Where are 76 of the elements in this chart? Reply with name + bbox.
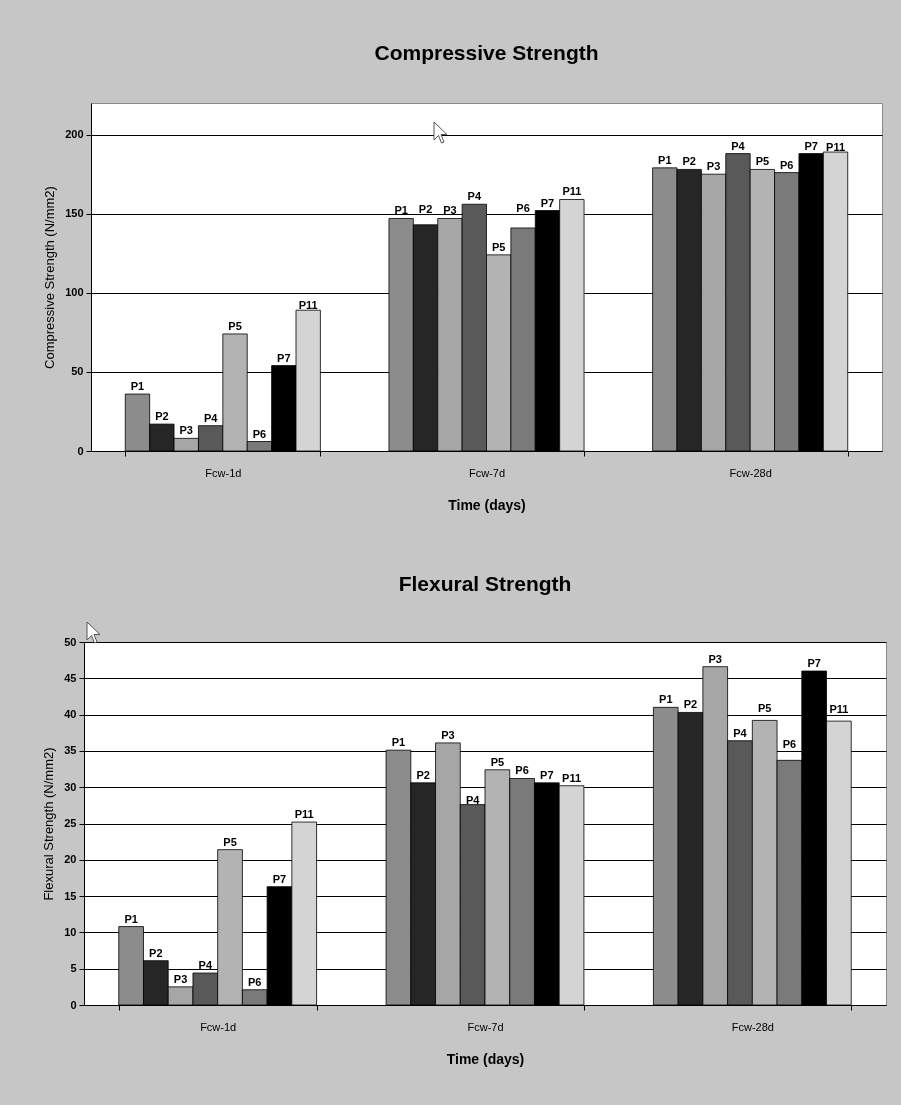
series-label: P4 [203, 411, 219, 424]
y-tick-label: 25 [64, 817, 77, 829]
y-tick-label: 0 [70, 998, 77, 1011]
y-tick-label: 35 [64, 744, 77, 757]
text: P6 [515, 764, 529, 777]
text: P4 [733, 726, 747, 739]
chart-title: Compressive Strength [374, 41, 599, 64]
x-tick-label: Fcw-28d [729, 466, 772, 479]
series-label: P5 [228, 319, 242, 332]
y-tick-label: 150 [65, 207, 84, 220]
y-tick-label: 45 [64, 671, 77, 684]
y-tick-label: 0 [77, 444, 84, 457]
y-tick-label: 15 [64, 889, 77, 902]
series-label: P1 [130, 380, 145, 393]
series-label: P3 [179, 424, 193, 437]
x-tick-label: Fcw-1d [200, 1020, 237, 1033]
text: P6 [516, 201, 530, 214]
y-tick-label: 5 [70, 962, 77, 975]
series-label: P6 [252, 427, 267, 440]
text: P5 [755, 155, 770, 168]
text: P1 [659, 693, 673, 706]
series-label: P7 [277, 351, 291, 364]
text: P3 [706, 160, 721, 173]
text: P11 [562, 185, 582, 198]
text: P1 [391, 736, 406, 749]
y-tick-label: 50 [64, 635, 77, 648]
text: P3 [441, 728, 455, 741]
text: P7 [807, 657, 821, 670]
text: P5 [757, 702, 772, 715]
series-label: P3 [173, 972, 188, 985]
y-axis-title: Compressive Strength (N/mm2) [42, 186, 58, 369]
text: P11 [562, 771, 582, 784]
series-label: P2 [155, 410, 169, 423]
text: P2 [682, 155, 696, 168]
series-label: P11 [298, 299, 318, 312]
y-axis-title: Flexural Strength (N/mm2) [41, 747, 57, 901]
text: P2 [683, 698, 698, 711]
text: P7 [540, 768, 554, 781]
text: P11 [829, 703, 849, 716]
series-label: P4 [465, 793, 481, 806]
y-tick-label: 200 [65, 128, 84, 141]
series-label: P11 [294, 808, 314, 821]
text: P2 [418, 202, 433, 215]
text: P5 [490, 755, 505, 768]
text: P3 [443, 204, 457, 217]
text: P1 [394, 204, 408, 217]
y-tick-label: 30 [64, 780, 77, 793]
text: P11 [826, 141, 846, 154]
text: P4 [467, 190, 482, 203]
x-tick-label: Fcw-28d [731, 1020, 774, 1033]
series-label: P5 [223, 835, 237, 848]
x-tick-label: Fcw-7d [468, 466, 506, 479]
x-axis-title: Time (days) [446, 1050, 525, 1067]
text: P2 [416, 768, 430, 781]
y-tick-label: 50 [71, 365, 84, 378]
series-label: P6 [248, 975, 262, 988]
y-tick-label: 100 [65, 286, 84, 299]
text: P7 [540, 196, 555, 209]
x-tick-label: Fcw-1d [205, 466, 242, 479]
x-axis-title: Time (days) [448, 496, 526, 513]
text: P5 [491, 240, 506, 253]
text: P6 [782, 738, 797, 751]
x-tick-label: Fcw-7d [467, 1020, 504, 1033]
series-label: P7 [272, 872, 287, 885]
text: P4 [731, 139, 745, 152]
text: P6 [780, 158, 794, 171]
series-label: P2 [149, 946, 163, 959]
y-tick-label: 10 [64, 925, 77, 938]
y-tick-label: 20 [64, 853, 77, 866]
text: P4 [198, 959, 213, 972]
chart-title: Flexural Strength [398, 572, 572, 595]
y-tick-label: 40 [64, 708, 77, 721]
text: P7 [804, 139, 818, 152]
series-label: P1 [124, 912, 138, 925]
text: P3 [708, 652, 722, 665]
text: P1 [658, 153, 672, 166]
